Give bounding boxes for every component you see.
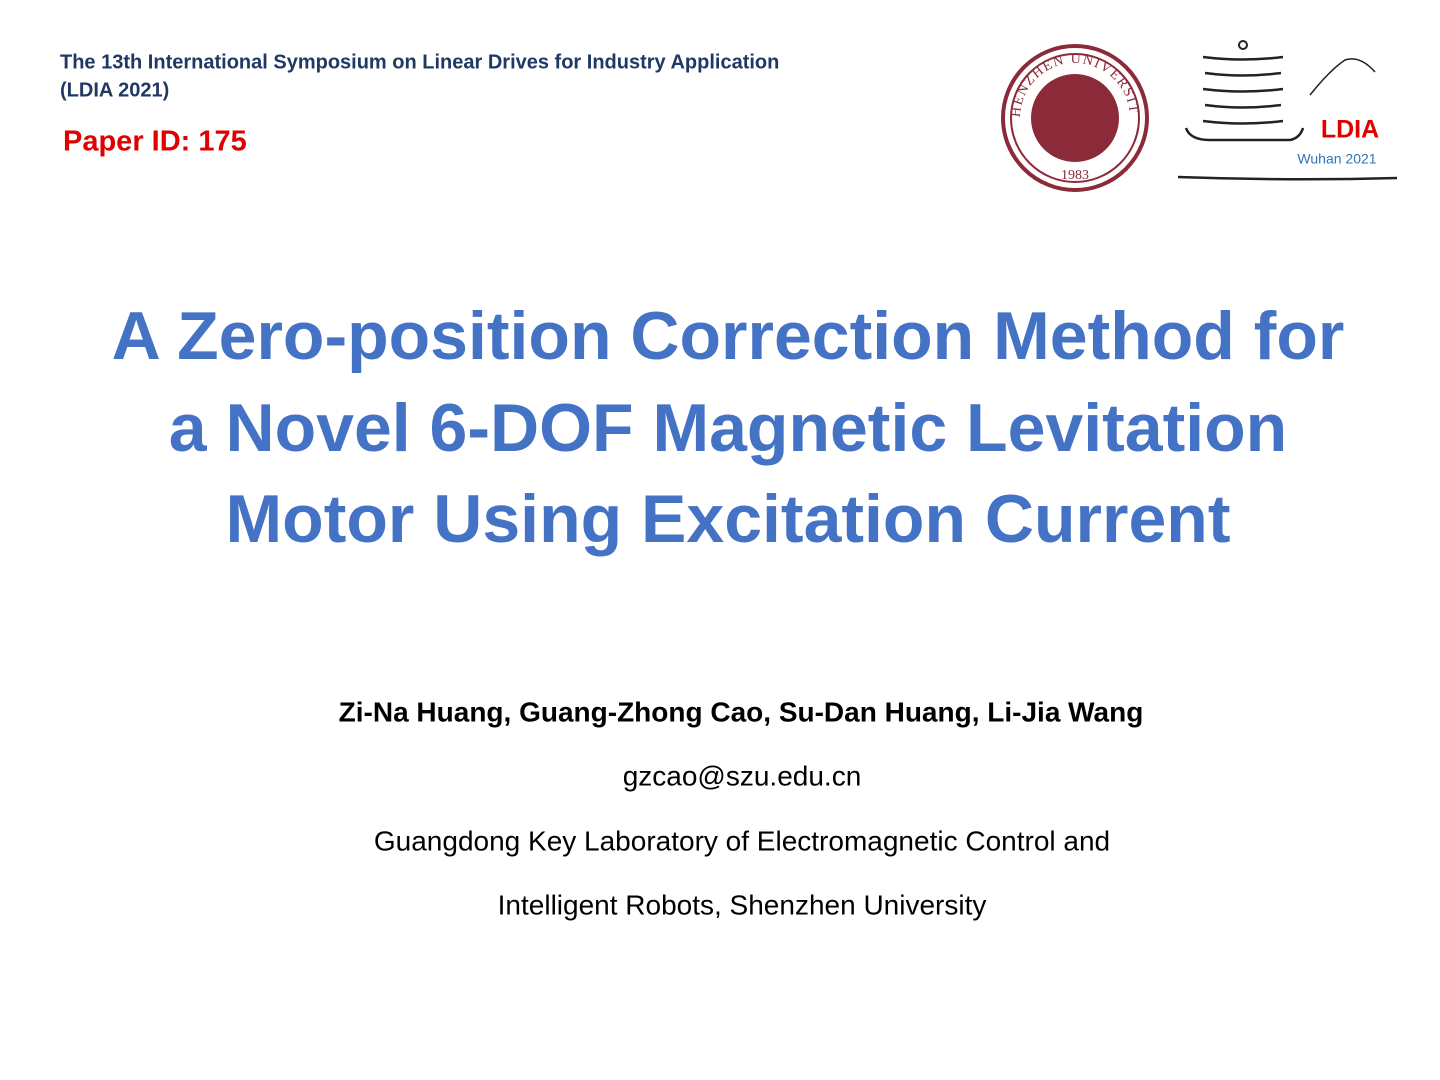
pagoda xyxy=(1184,55,1305,142)
affiliation-line: Guangdong Key Laboratory of Electromagne… xyxy=(374,825,1110,856)
seal-center xyxy=(1031,74,1119,162)
crane xyxy=(1309,58,1376,96)
title-line: A Zero-position Correction Method for xyxy=(112,298,1345,374)
pagoda-top xyxy=(1238,40,1248,50)
paper-id: Paper ID: 175 xyxy=(63,126,247,158)
university-logo: SHENZHEN UNIVERSITY 1983 xyxy=(0,0,1149,192)
base-line xyxy=(1177,175,1398,181)
authors: Zi-Na Huang, Guang-Zhong Cao, Su-Dan Hua… xyxy=(339,696,1144,727)
seal-ring xyxy=(1010,53,1140,183)
seal-year: 1983 xyxy=(1061,168,1089,183)
ldia-logo xyxy=(1177,40,1398,181)
affiliation-line: Intelligent Robots, Shenzhen University xyxy=(498,889,987,920)
email: gzcao@szu.edu.cn xyxy=(623,760,862,791)
title-line: a Novel 6-DOF Magnetic Levitation xyxy=(169,390,1287,466)
conference-line: (LDIA 2021) xyxy=(60,79,169,101)
ldia-place: Wuhan 2021 xyxy=(1297,151,1376,167)
ldia-name: LDIA xyxy=(1321,116,1379,144)
conference-line: The 13th International Symposium on Line… xyxy=(60,51,779,73)
title-line: Motor Using Excitation Current xyxy=(226,481,1231,557)
